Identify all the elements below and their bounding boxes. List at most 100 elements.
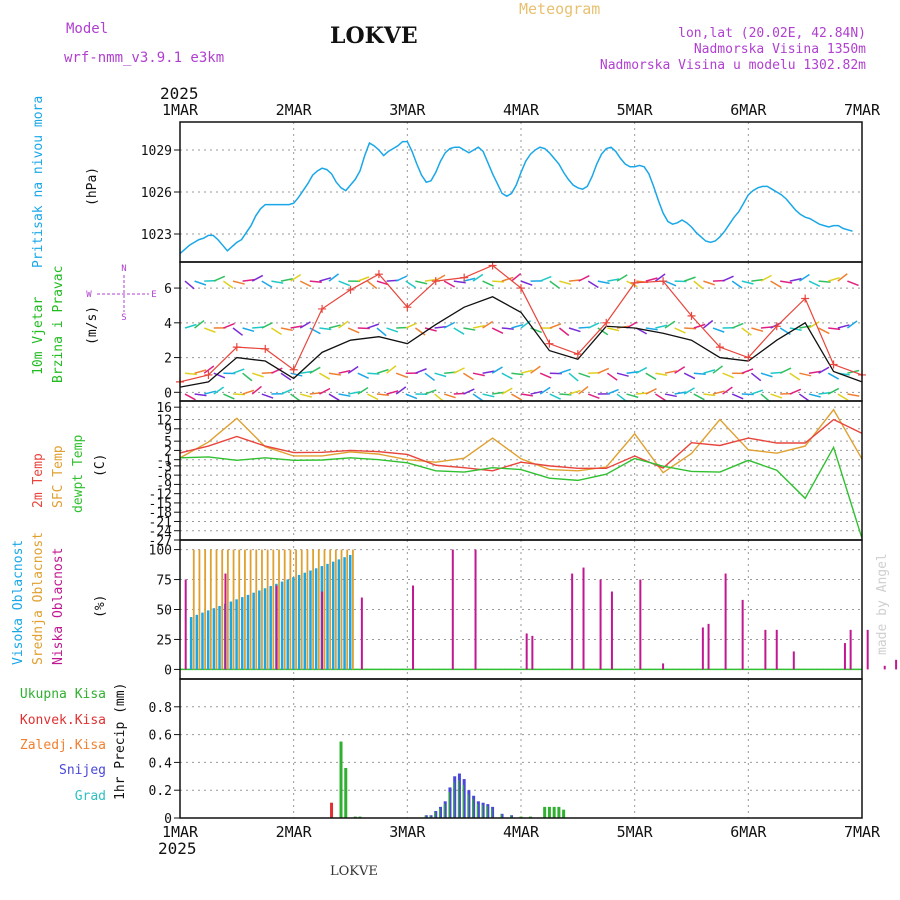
wind-direction-arrow: [635, 366, 648, 374]
high-cloud-bar: [263, 588, 267, 670]
low-cloud-bar: [531, 635, 534, 670]
mid-cloud-bar: [261, 549, 263, 670]
wind-direction-arrow: [280, 388, 293, 395]
high-cloud-bar: [303, 572, 307, 670]
low-cloud-bar: [571, 573, 574, 670]
low-cloud-bar: [895, 659, 898, 670]
high-cloud-bar: [241, 597, 244, 670]
wind-direction-arrow: [597, 367, 610, 374]
precip-bar: [476, 801, 480, 818]
wind-direction-arrow: [357, 372, 369, 379]
wind-direction-arrow: [357, 276, 370, 282]
wind-direction-arrow: [530, 365, 541, 374]
high-cloud-bar: [337, 559, 341, 670]
temp-title-2m: 2m Temp: [31, 453, 46, 508]
wind-direction-arrow: [376, 280, 389, 286]
wind-direction-arrow: [549, 393, 561, 400]
mid-cloud-bar: [204, 549, 207, 670]
wind-direction-arrow: [693, 393, 705, 401]
mid-cloud-bar: [334, 549, 337, 670]
wind-direction-arrow: [232, 327, 244, 336]
temp-tick-label: -24: [149, 525, 173, 540]
precip-total-bar: [467, 794, 469, 818]
wind-direction-arrow: [482, 370, 495, 374]
wind-direction-arrow: [568, 327, 581, 333]
wind-direction-arrow: [251, 372, 264, 378]
wind-direction-arrow: [376, 327, 387, 337]
wind-direction-arrow: [443, 321, 456, 329]
wind-direction-arrow: [328, 273, 340, 282]
high-cloud-bar: [269, 586, 272, 670]
wind-gust-marker: [431, 277, 440, 286]
high-cloud-bar: [252, 592, 255, 670]
wind-tick-label: 4: [164, 317, 172, 332]
wind-direction-arrow: [424, 278, 437, 282]
wind-direction-arrow: [462, 372, 474, 381]
temp-tick-label: 16: [156, 401, 172, 416]
high-cloud-bar: [246, 594, 250, 670]
wind-direction-arrow: [712, 365, 724, 374]
wind-direction-arrow: [683, 372, 696, 380]
wind-gust-marker: [801, 294, 810, 303]
wind-direction-arrow: [290, 393, 301, 402]
wind-direction-arrow: [645, 372, 657, 381]
wind-direction-arrow: [242, 372, 253, 382]
wind-direction-arrow: [597, 280, 610, 285]
precip-bar: [344, 767, 348, 818]
wind-direction-arrow: [300, 393, 312, 398]
wind-direction-arrow: [703, 280, 716, 286]
wind-tick-label: 6: [164, 282, 172, 297]
wind-direction-arrow: [491, 327, 504, 335]
precip-total-bar: [481, 805, 483, 818]
wind-direction-arrow: [415, 280, 428, 285]
precip-bar: [562, 809, 566, 818]
panel-frame: [179, 678, 863, 819]
mid-cloud-bar: [340, 549, 343, 670]
wind-direction-arrow: [789, 372, 801, 381]
wind-title-2: Brzina i Pravac: [51, 266, 66, 383]
wind-direction-arrow: [539, 386, 551, 395]
wind-direction-arrow: [242, 389, 255, 395]
precip-bar: [510, 815, 514, 818]
wind-direction-arrow: [463, 327, 476, 331]
wind-direction-arrow: [280, 277, 293, 282]
wind-direction-arrow: [386, 327, 399, 333]
wind-direction-arrow: [348, 391, 361, 395]
wind-direction-arrow: [674, 391, 687, 395]
wind-gust-marker: [517, 284, 525, 293]
x-tick-label-bottom: 3MAR: [389, 823, 426, 841]
wind-direction-arrow: [319, 372, 331, 380]
cloud-ylabel: (%): [93, 595, 108, 618]
cloud-tick-label: 0: [164, 663, 172, 678]
wind-gust-marker: [715, 343, 724, 352]
x-tick-label-top: 1MAR: [162, 101, 199, 119]
wind-gust-marker: [204, 370, 213, 379]
mid-cloud-bar: [249, 549, 252, 670]
wind-direction-arrow: [443, 280, 456, 288]
high-cloud-bar: [297, 574, 301, 670]
low-cloud-bar: [451, 549, 454, 670]
wind-direction-arrow: [367, 372, 380, 375]
wind-direction-arrow: [655, 324, 668, 329]
wind-direction-arrow: [395, 372, 408, 379]
wind-direction-arrow: [251, 385, 262, 395]
wind-direction-arrow: [664, 320, 676, 329]
low-cloud-bar: [849, 629, 852, 670]
precip-bar: [457, 773, 461, 818]
wind-direction-arrow: [760, 372, 773, 378]
wind-direction-arrow: [808, 321, 820, 329]
mid-cloud-bar: [221, 549, 224, 670]
wind-direction-arrow: [607, 278, 620, 282]
wind-direction-arrow: [453, 327, 465, 335]
wind-direction-arrow: [568, 372, 579, 382]
wind-direction-arrow: [693, 372, 706, 376]
wind-direction-arrow: [424, 389, 437, 395]
wind-direction-arrow: [328, 324, 341, 329]
wind-direction-arrow: [770, 393, 783, 399]
wind-gust-marker: [346, 285, 355, 294]
wind-direction-arrow: [683, 276, 696, 282]
temp-tick-label: 5: [164, 435, 172, 450]
wind-direction-arrow: [760, 274, 772, 282]
wind-direction-arrow: [847, 280, 859, 287]
wind-direction-arrow: [299, 321, 311, 329]
